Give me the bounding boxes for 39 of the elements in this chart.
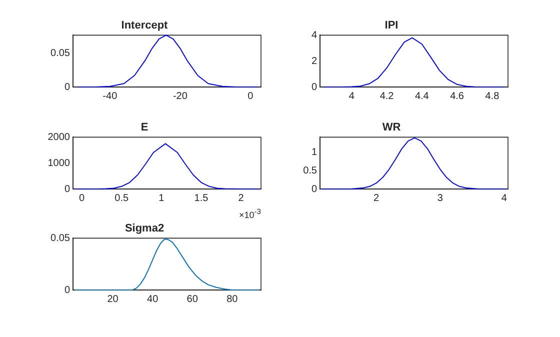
- x-tick-label: 4.8: [485, 90, 500, 102]
- chart-title: Intercept: [121, 20, 168, 32]
- x-tick-label: 1.5: [194, 192, 209, 204]
- y-tick-label: 2000: [48, 132, 70, 143]
- x-tick-label: 40: [147, 294, 159, 305]
- x-tick-label: 20: [107, 294, 119, 305]
- x-tick-label: 4.2: [380, 90, 394, 102]
- x-tick-label: 0: [78, 192, 85, 204]
- x-tick-label: 2: [238, 192, 244, 204]
- x-tick-label: 1: [158, 192, 165, 204]
- y-tick-label: 1000: [48, 158, 70, 169]
- y-tick-label: 0: [64, 82, 70, 93]
- y-tick-label: 2: [311, 56, 318, 67]
- y-tick-label: 0: [311, 184, 318, 195]
- y-tick-label: 0: [64, 284, 70, 296]
- y-tick-label: 4: [311, 30, 318, 41]
- y-tick-label: 0.05: [50, 48, 70, 59]
- y-tick-label: 0.05: [50, 232, 70, 244]
- y-tick-label: 0: [64, 184, 70, 195]
- x-tick-label: 0: [248, 90, 254, 102]
- chart-title: IPI: [384, 20, 398, 32]
- x-tick-label: 3: [437, 192, 444, 204]
- chart-title: E: [140, 122, 148, 134]
- x-tick-label: 4: [501, 192, 508, 204]
- chart-title: WR: [382, 122, 401, 134]
- y-tick-label: 0: [311, 82, 318, 93]
- chart-title: Sigma2: [124, 222, 164, 235]
- x-tick-label: 60: [186, 294, 198, 305]
- x-tick-label: 80: [226, 294, 238, 305]
- x-tick-label: 4: [348, 90, 355, 102]
- x-tick-label: -40: [102, 90, 118, 102]
- x-tick-label: 4.6: [450, 90, 464, 102]
- text: ×10$^{-3}$: [239, 207, 261, 220]
- x-tick-label: 4.4: [414, 90, 430, 102]
- x-tick-label: 2: [373, 192, 380, 204]
- x-tick-label: 0.5: [114, 192, 129, 204]
- y-tick-label: 1: [311, 146, 318, 158]
- x-tick-label: -20: [172, 90, 188, 102]
- y-tick-label: 0.5: [303, 165, 318, 176]
